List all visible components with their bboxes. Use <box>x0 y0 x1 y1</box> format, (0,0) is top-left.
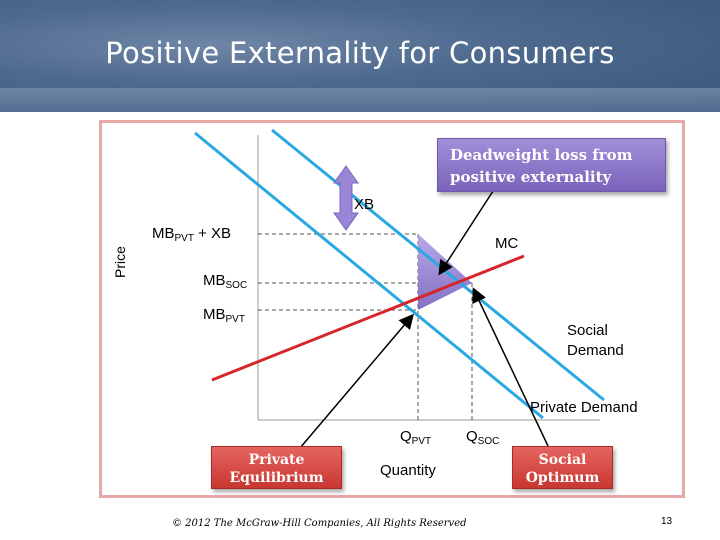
label-mbsoc: MBSOC <box>203 272 248 291</box>
private-eq-arrow <box>299 313 414 449</box>
deadweight-arrow <box>438 187 496 276</box>
label-mbpvt: MBPVT <box>203 306 245 325</box>
social-demand-line <box>271 128 605 402</box>
page-number: 13 <box>661 516 673 527</box>
title-banner <box>0 0 720 112</box>
copyright-footer: © 2012 The McGraw-Hill Companies, All Ri… <box>172 518 467 529</box>
private-demand-line <box>194 131 544 420</box>
slide-title: Positive Externality for Consumers <box>105 36 615 70</box>
label-xb: XB <box>354 196 375 213</box>
label-social-demand: Social Demand <box>567 322 624 359</box>
y-axis-label: Price <box>112 246 128 278</box>
x-axis-label: Quantity <box>380 462 436 479</box>
label-mc: MC <box>495 235 519 252</box>
banner-stripe <box>0 88 720 112</box>
label-mbpvt-xb: MBPVT + XB <box>152 225 232 244</box>
label-private-demand: Private Demand <box>530 399 638 416</box>
private-equilibrium-callout: Private Equilibrium <box>211 446 342 489</box>
deadweight-loss-callout: Deadweight loss from positive externalit… <box>437 138 666 192</box>
diagram-frame <box>99 120 685 498</box>
social-opt-arrow <box>472 287 549 447</box>
mc-line <box>211 254 525 382</box>
xb-double-arrow <box>333 165 359 231</box>
social-optimum-callout: Social Optimum <box>512 446 613 489</box>
label-qsoc: QSOC <box>466 428 500 447</box>
label-qpvt: QPVT <box>400 428 432 447</box>
